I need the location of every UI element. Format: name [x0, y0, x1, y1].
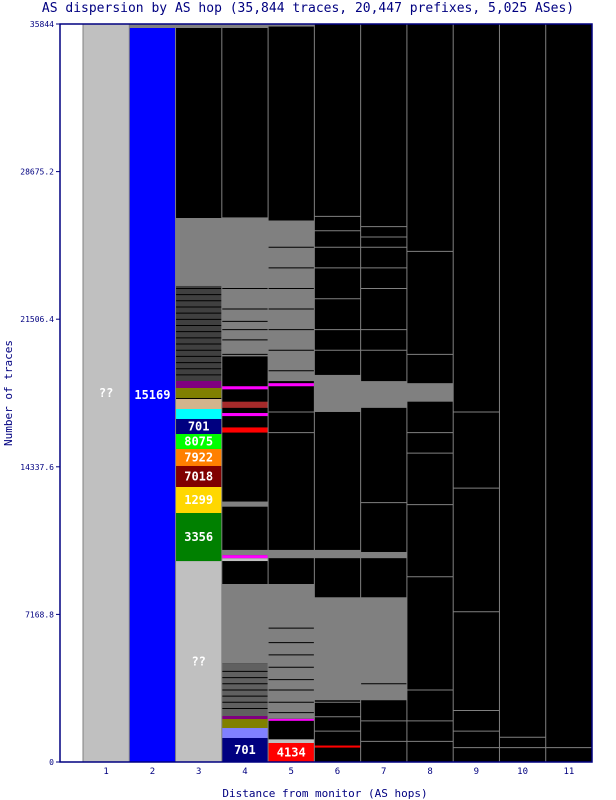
as-segment — [221, 217, 269, 357]
as-segment — [360, 551, 407, 559]
segment-label: 15169 — [134, 388, 170, 402]
as-segment — [268, 549, 315, 559]
as-segment — [175, 24, 222, 28]
x-tick-label: 8 — [427, 767, 432, 777]
as-segment — [175, 486, 222, 513]
segment-label: 8075 — [184, 434, 213, 448]
column-hop-4: 701 — [221, 24, 269, 762]
segment-label: ?? — [191, 655, 205, 669]
column-background — [499, 24, 546, 762]
column-hop-1: ?? — [82, 24, 130, 762]
as-segment — [175, 512, 222, 562]
as-segment — [221, 555, 269, 559]
as-segment — [175, 285, 222, 381]
segment-label: 1299 — [184, 493, 213, 507]
column-hop-7 — [360, 24, 407, 762]
as-segment — [360, 381, 407, 408]
as-segment — [221, 716, 269, 720]
as-segment — [268, 220, 315, 382]
as-segment — [221, 24, 269, 28]
as-segment — [83, 24, 130, 762]
column-hop-6 — [313, 24, 361, 762]
x-tick-label: 3 — [196, 767, 201, 777]
column-hop-2: 15169 — [128, 24, 176, 762]
x-tick-label: 9 — [474, 767, 479, 777]
y-tick-label: 28675.2 — [20, 168, 54, 177]
as-segment — [221, 427, 269, 433]
column-background — [453, 24, 500, 762]
chart-title: AS dispersion by AS hop (35,844 traces, … — [42, 1, 574, 16]
column-hop-9 — [452, 24, 500, 762]
column-hop-8 — [406, 24, 454, 762]
x-tick-label: 5 — [289, 767, 294, 777]
as-segment — [268, 718, 315, 721]
plot-frame — [59, 23, 593, 763]
as-segment — [175, 387, 222, 398]
as-segment — [175, 408, 222, 419]
as-segment — [175, 27, 222, 218]
x-tick-label: 4 — [242, 767, 247, 777]
as-segment — [314, 374, 361, 412]
as-segment — [221, 558, 269, 562]
as-segment — [221, 737, 269, 762]
y-axis-label: Number of traces — [2, 340, 15, 446]
as-segment — [268, 24, 315, 27]
x-tick-label: 2 — [150, 767, 155, 777]
as-segment — [268, 739, 315, 743]
as-segment — [268, 742, 315, 762]
as-segment — [175, 418, 222, 434]
as-segment — [314, 745, 361, 748]
as-segment — [175, 380, 222, 388]
as-segment — [406, 383, 454, 402]
as-segment — [221, 549, 269, 556]
y-tick-label: 21506.4 — [20, 315, 54, 324]
as-segment — [221, 501, 269, 507]
column-hop-11 — [545, 24, 592, 762]
as-segment — [175, 561, 222, 762]
as-segment — [175, 398, 222, 409]
as-segment — [221, 401, 269, 408]
as-segment — [175, 217, 222, 286]
as-segment — [314, 549, 361, 559]
y-tick-label: 7168.8 — [25, 610, 54, 619]
as-segment — [175, 433, 222, 449]
as-segment — [175, 465, 222, 487]
as-segment — [175, 448, 222, 466]
segment-label: 701 — [234, 743, 256, 757]
x-tick-label: 7 — [381, 767, 386, 777]
segment-label: 3356 — [184, 530, 213, 544]
as-segment — [221, 413, 269, 417]
x-tick-label: 10 — [517, 767, 528, 777]
column-background — [545, 24, 592, 762]
as-segment — [221, 386, 269, 390]
as-segment — [129, 24, 176, 28]
as-segment — [221, 728, 269, 738]
y-tick-label: 14337.6 — [20, 463, 54, 472]
x-tick-label: 6 — [335, 767, 340, 777]
y-tick-label: 35844 — [30, 20, 54, 29]
y-tick-label: 0 — [49, 758, 54, 767]
as-segment — [268, 383, 315, 387]
segment-label: 7018 — [184, 469, 213, 483]
as-segment — [129, 27, 176, 762]
as-segment — [221, 719, 269, 729]
x-axis-label: Distance from monitor (AS hops) — [222, 787, 427, 800]
segment-label: 7922 — [184, 450, 213, 464]
column-hop-10 — [498, 24, 546, 762]
segment-label: 701 — [188, 419, 210, 433]
as-segment — [221, 584, 269, 664]
as-segment — [268, 584, 315, 719]
segment-label: ?? — [99, 386, 113, 400]
x-tick-label: 1 — [103, 767, 108, 777]
as-segment — [360, 597, 407, 701]
column-hop-5: 4134 — [267, 24, 315, 762]
x-tick-label: 11 — [563, 767, 574, 777]
as-segment — [314, 597, 361, 701]
segment-label: 4134 — [277, 745, 306, 759]
